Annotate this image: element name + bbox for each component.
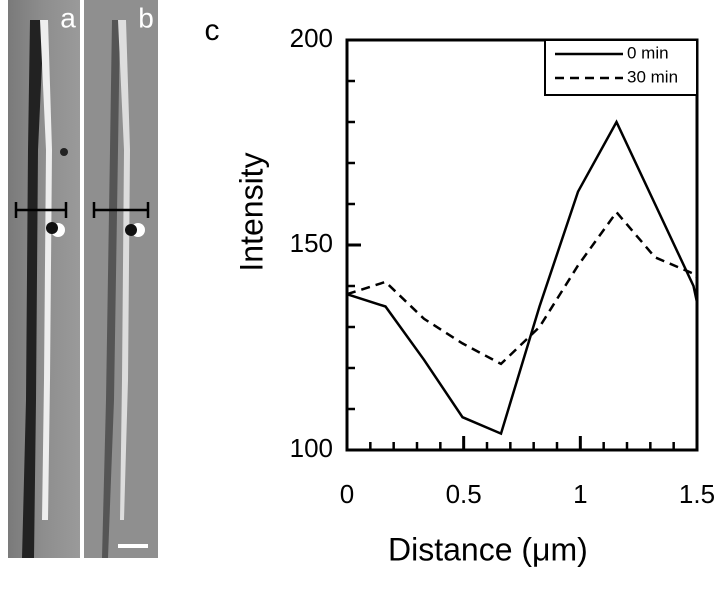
legend-label: 0 min	[627, 43, 669, 62]
panel-a: a	[8, 0, 80, 558]
cell-shadow	[102, 20, 120, 558]
x-tick-label: 1.5	[679, 479, 715, 509]
particle	[60, 148, 68, 156]
profile-line	[14, 202, 68, 218]
y-tick-label: 100	[290, 433, 333, 463]
plot-frame	[345, 38, 699, 452]
legend-label: 30 min	[627, 67, 678, 86]
y-tick-label: 200	[290, 23, 333, 53]
y-tick-label: 150	[290, 228, 333, 258]
x-axis-title: Distance (μm)	[388, 531, 588, 567]
particle	[46, 222, 58, 234]
profile-line	[92, 202, 150, 218]
x-tick-label: 1	[573, 479, 587, 509]
y-axis-title: Intensity	[233, 152, 269, 271]
x-tick-label: 0.5	[446, 479, 482, 509]
cell-highlight	[118, 20, 130, 520]
particle	[125, 224, 137, 236]
x-tick-label: 0	[340, 479, 354, 509]
panel-label: b	[138, 2, 154, 33]
legend-box	[544, 39, 698, 96]
data-line	[346, 210, 698, 366]
cell-highlight	[40, 20, 52, 520]
cell-shadow	[22, 20, 44, 558]
panel-label: c	[205, 14, 220, 47]
data-line	[346, 119, 699, 436]
panel-b: b	[84, 0, 158, 558]
panel-label: a	[60, 2, 76, 33]
